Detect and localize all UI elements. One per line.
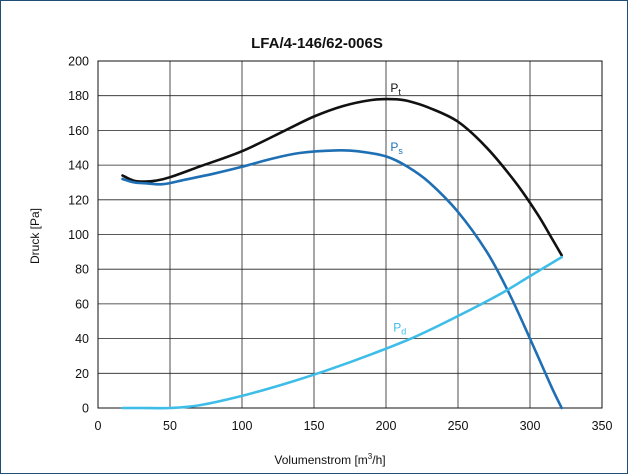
series-lines xyxy=(121,97,563,410)
y-tick-label: 200 xyxy=(68,55,89,69)
y-tick-label: 40 xyxy=(75,332,89,346)
series-line-pt xyxy=(121,97,563,257)
y-tick-label: 180 xyxy=(68,89,89,103)
x-tick-label: 350 xyxy=(592,419,613,433)
x-tick-label: 150 xyxy=(304,419,325,433)
y-axis-ticks: 0 20 40 60 80 100 120 140 160 180 200 xyxy=(68,55,89,416)
x-axis-ticks: 0 50 100 150 200 250 300 350 xyxy=(95,419,613,433)
y-tick-label: 20 xyxy=(75,367,89,381)
series-labels: Pt Ps Pd xyxy=(390,81,406,336)
y-tick-label: 0 xyxy=(82,402,89,416)
plot-area-border xyxy=(97,60,603,409)
x-tick-label: 200 xyxy=(376,419,397,433)
chart-title: LFA/4-146/62-006S xyxy=(251,35,383,52)
x-tick-label: 50 xyxy=(163,419,177,433)
x-tick-label: 100 xyxy=(232,419,253,433)
series-label-ps: Ps xyxy=(390,140,403,156)
grid xyxy=(97,60,603,409)
y-tick-label: 60 xyxy=(75,297,89,311)
y-tick-label: 80 xyxy=(75,263,89,277)
series-line-pd xyxy=(121,255,563,410)
series-label-pd: Pd xyxy=(393,321,406,337)
x-tick-label: 250 xyxy=(448,419,469,433)
x-tick-label: 0 xyxy=(95,419,102,433)
y-tick-label: 120 xyxy=(68,193,89,207)
y-tick-label: 100 xyxy=(68,228,89,242)
x-tick-label: 300 xyxy=(520,419,541,433)
y-tick-label: 140 xyxy=(68,159,89,173)
series-label-pt: Pt xyxy=(390,81,401,97)
y-tick-label: 160 xyxy=(68,124,89,138)
series-line-ps xyxy=(121,148,563,410)
y-axis-title: Druck [Pa] xyxy=(28,208,42,264)
x-axis-title: Volumenstrom [m3/h] xyxy=(274,452,385,467)
